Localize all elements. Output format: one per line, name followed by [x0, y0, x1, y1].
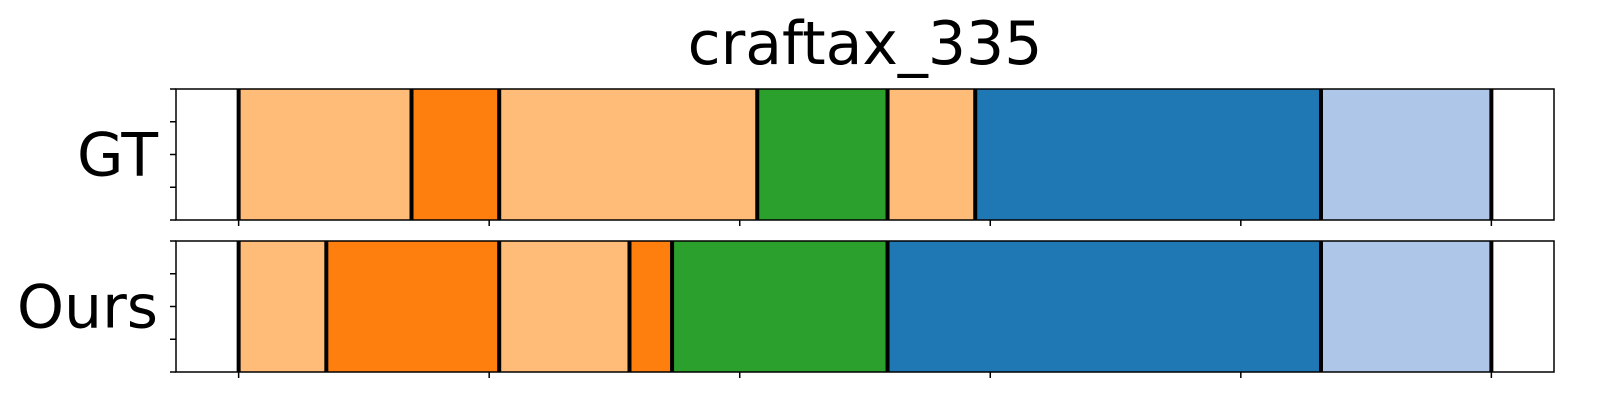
- segment-gt-4: [887, 89, 976, 220]
- segment-gt-6: [1320, 89, 1492, 220]
- segment-ours-0: [238, 241, 327, 372]
- chart-title: craftax_335: [688, 9, 1043, 79]
- segment-ours-1: [326, 241, 500, 372]
- segment-gt-5: [975, 89, 1321, 220]
- segment-gt-1: [411, 89, 500, 220]
- segment-gt-2: [499, 89, 758, 220]
- segment-gt-0: [238, 89, 412, 220]
- chart-rows: GT Ours: [17, 88, 1555, 378]
- row-label-ours: Ours: [17, 273, 158, 343]
- segment-ours-2: [499, 241, 630, 372]
- segment-ours-5: [887, 241, 1321, 372]
- segment-ours-6: [1320, 241, 1492, 372]
- segment-gt-3: [757, 89, 888, 220]
- row-label-gt: GT: [77, 121, 158, 191]
- segment-ours-4: [672, 241, 888, 372]
- segment-ours-3: [629, 241, 673, 372]
